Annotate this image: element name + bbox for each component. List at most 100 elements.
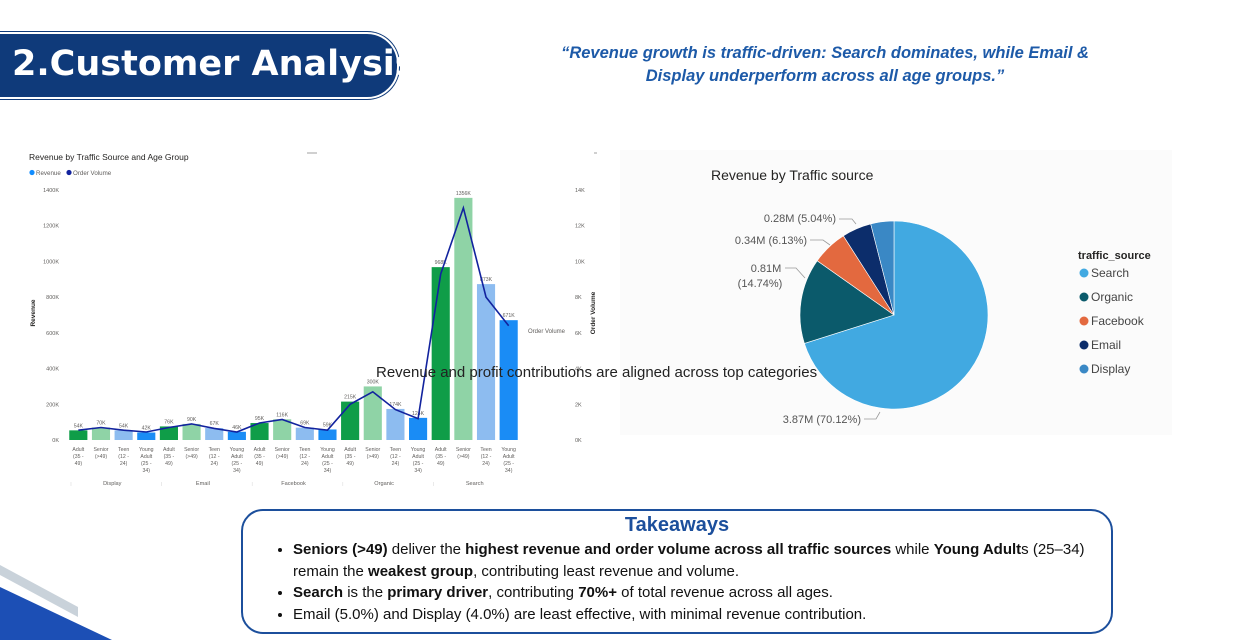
legend-marker-display [1079,364,1089,374]
revenue-bar[interactable] [91,427,111,441]
bar-data-label: 215K [344,395,357,401]
overlay-note-text: Revenue and profit contributions are ali… [376,364,818,381]
bar-data-label: 1356K [456,191,472,197]
title-banner [0,32,399,99]
bar-data-label: 95K [255,416,265,422]
legend-label-display[interactable]: Display [1091,362,1130,376]
x-group-label: Search [466,481,484,487]
bar-data-label: 54K [119,423,129,429]
x-category-label: Adult (35 -49) [254,447,266,467]
y-tick-label: 0K [52,438,59,444]
pie-label-organic-pct: (14.74%) [738,278,783,290]
revenue-bar[interactable] [182,423,201,440]
y-tick-label: 200K [46,402,59,408]
legend-label-search[interactable]: Search [1091,266,1129,280]
y2-tick-label: 4K [575,367,582,373]
y2-axis-annotation: Order Volume [528,329,566,335]
text: , contributing least revenue and volume. [473,562,740,580]
text: s (25–34) remain the [293,541,1085,580]
bar-data-label: 116K [276,412,288,418]
x-category-label: Young Adult (25 -34) [139,447,154,474]
takeaway-item-email-display: Email (5.0%) and Display (4.0%) are leas… [293,604,1095,626]
pie-label-email: 0.28M (5.04%) [764,213,836,225]
pie-legend-title: traffic_source [1078,250,1151,262]
x-group-label: Display [103,481,122,487]
x-category-label: Teen (12 -24) [390,447,401,467]
revenue-bar[interactable] [295,427,314,440]
bar-data-label: 46K [232,425,242,431]
revenue-bar[interactable] [386,408,405,440]
bar-data-label: 90K [187,417,197,423]
revenue-bar[interactable] [476,284,496,440]
x-category-label: Senior (>49) [93,447,108,460]
quote-line-1: “Revenue growth is traffic-driven: Searc… [561,44,1089,62]
text: is the [343,584,388,601]
x-group-label: Email [196,481,210,487]
y2-tick-label: 8K [575,295,582,301]
revenue-bar[interactable] [69,430,88,440]
bar-data-label: 67K [210,421,220,427]
revenue-bar[interactable] [205,428,224,440]
revenue-bar[interactable] [159,426,178,440]
legend-marker-email [1079,340,1089,350]
y-tick-label: 1200K [43,224,59,230]
legend-label-facebook[interactable]: Facebook [1091,314,1145,328]
revenue-bar[interactable] [137,432,156,441]
x-category-label: Young Adult (25 -34) [320,447,335,474]
takeaways-box: Takeaways Seniors (>49) deliver the high… [241,509,1113,634]
legend-label-organic[interactable]: Organic [1091,290,1133,304]
legend-label-email[interactable]: Email [1091,338,1121,352]
x-category-label: Young Adult (25 -34) [411,447,426,474]
pie-slice-organic[interactable] [799,260,895,344]
order-volume-line [78,205,510,433]
text: of total revenue across all ages. [616,584,833,601]
x-category-label: Adult (35 -49) [344,447,356,467]
y-tick-label: 1400K [43,188,59,194]
bar-data-label: 671K [503,313,516,319]
page-title: 2.Customer Analysis [12,44,416,84]
revenue-bar[interactable] [318,429,337,440]
y-axis-title: Revenue [30,299,37,326]
revenue-bar[interactable] [250,423,269,440]
legend-order-volume-marker [66,169,72,176]
revenue-bar[interactable] [114,430,133,440]
x-category-label: Senior (>49) [365,447,380,460]
text: Email (5.0%) and Display (4.0%) are leas… [293,605,867,623]
bar-data-label: 76K [164,419,174,425]
bar-data-label: 873K [480,277,493,283]
pie-slice-display[interactable] [870,220,895,316]
bar-data-label: 300K [367,379,380,385]
y2-tick-label: 2K [575,402,582,408]
x-category-label: Senior (>49) [184,447,199,460]
x-category-label: Teen (12 -24) [299,447,310,467]
bar-data-label: 69K [300,421,310,427]
bar-data-label: 968K [435,260,448,266]
revenue-bar[interactable] [227,431,246,440]
x-category-label: Young Adult (25 -34) [501,447,516,474]
text: deliver the [387,541,466,558]
pie-slice-search[interactable] [804,220,989,410]
legend-revenue-marker [29,169,35,176]
revenue-bar[interactable] [273,419,292,440]
revenue-bar[interactable] [431,267,450,440]
revenue-bar[interactable] [363,386,382,440]
revenue-bar[interactable] [454,197,473,440]
revenue-bar[interactable] [341,401,360,440]
y-tick-label: 600K [46,331,59,337]
pie-leader-lines [785,218,881,420]
x-category-label: Teen (12 -24) [480,447,491,467]
y2-axis-title: Order Volume [590,291,597,334]
takeaways-title: Takeaways [624,514,730,536]
pie-chart-panel[interactable]: Revenue by Traffic source 0.28M (5.04%) … [620,150,1172,435]
x-group-label: Organic [374,481,394,487]
combo-chart-panel[interactable]: Revenue by Traffic Source and Age Group … [25,148,600,493]
x-category-label: Adult (35 -49) [435,447,447,467]
y-tick-label: 800K [46,295,59,301]
x-category-label: Teen (12 -24) [118,447,129,467]
revenue-bar[interactable] [499,320,518,440]
takeaway-item-seniors: Seniors (>49) deliver the highest revenu… [293,539,1095,582]
bar-data-label: 54K [74,423,84,429]
y-tick-label: 400K [46,367,59,373]
pie-label-facebook: 0.34M (6.13%) [735,235,807,247]
revenue-bar[interactable] [409,417,428,440]
